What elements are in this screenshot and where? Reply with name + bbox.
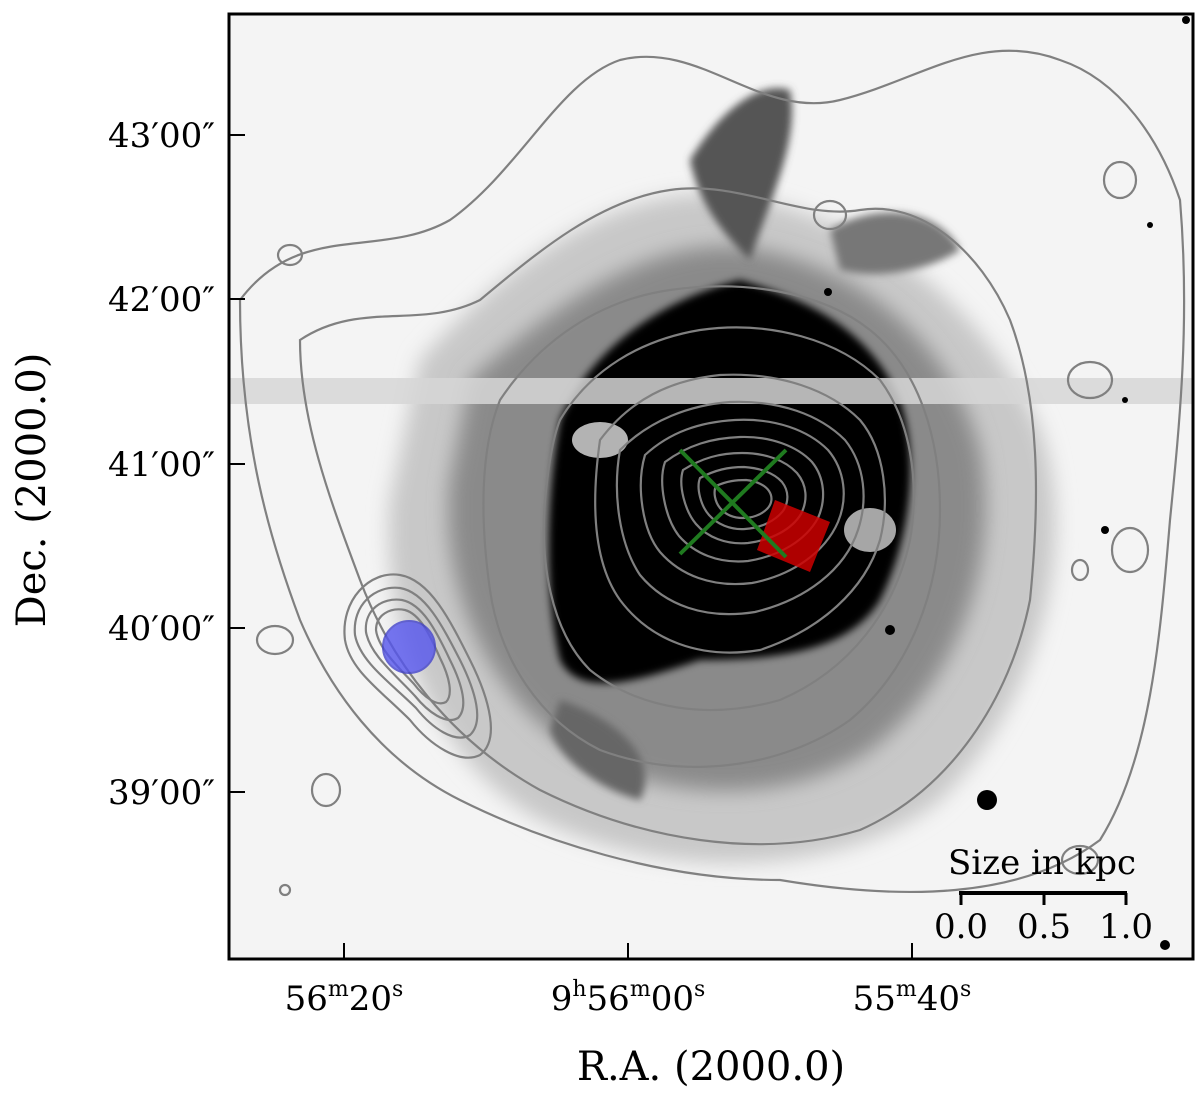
y-tick-label-2: 41′00″	[108, 445, 215, 485]
y-tick-label-3: 40′00″	[108, 609, 215, 649]
x-tick-label-2: 55m40s	[853, 977, 972, 1019]
plot-frame	[227, 12, 1195, 961]
x-axis	[343, 943, 913, 959]
contour-layer	[238, 49, 1186, 897]
green-cross-marker	[678, 448, 788, 559]
x-axis-title: R.A. (2000.0)	[577, 1044, 845, 1090]
y-axis	[229, 134, 245, 793]
red-square-marker	[757, 500, 830, 572]
x-tick-label-0: 56m20s	[285, 977, 404, 1019]
y-axis-title: Dec. (2000.0)	[9, 353, 55, 628]
scale-label-0: 0.0	[934, 907, 988, 947]
detector-stripe	[229, 378, 1193, 404]
image-layer	[229, 16, 1193, 950]
scale-label-2: 1.0	[1099, 907, 1153, 947]
scale-bar-title: Size in kpc	[948, 843, 1136, 883]
blue-circle-marker	[382, 620, 436, 674]
y-tick-label-4: 39′00″	[108, 773, 215, 813]
y-tick-label-1: 42′00″	[108, 280, 215, 320]
scale-bar: Size in kpc 0.0 0.5 1.0	[934, 843, 1153, 947]
scale-label-1: 0.5	[1017, 907, 1071, 947]
x-tick-label-1: 9h56m00s	[551, 977, 706, 1019]
y-tick-label-0: 43′00″	[108, 116, 215, 156]
